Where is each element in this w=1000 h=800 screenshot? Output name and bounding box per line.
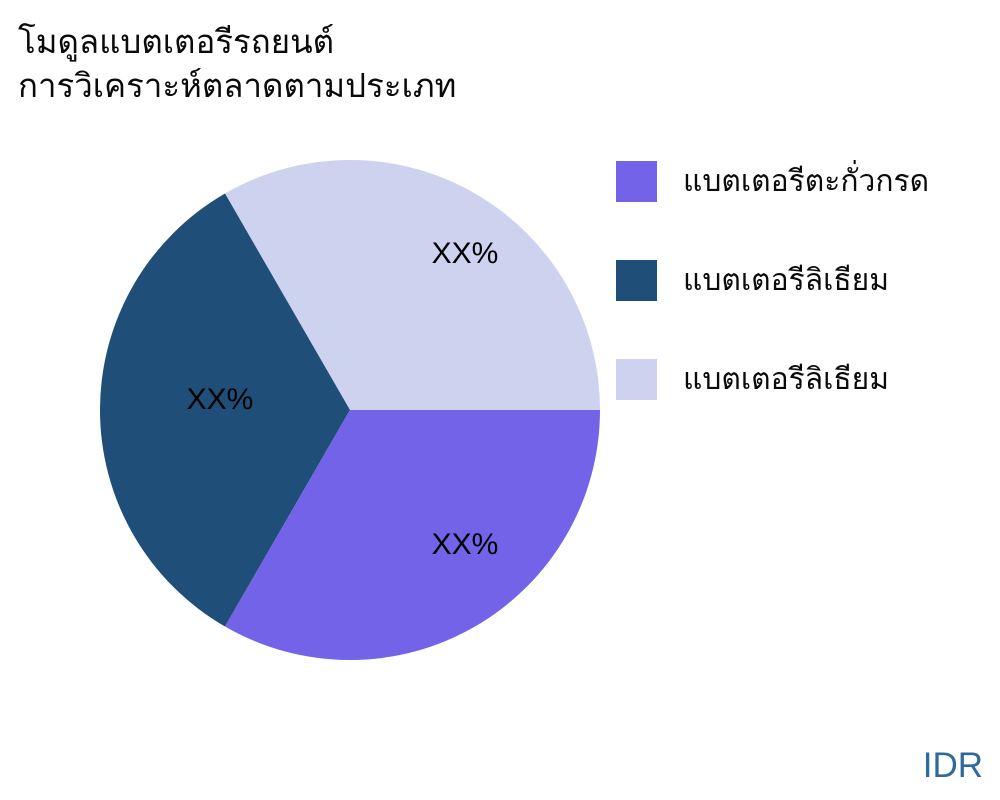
slice-value-label-bottom: XX% <box>432 528 499 561</box>
legend-item-lithium-dark: แบตเตอรีลิเธียม <box>616 260 929 301</box>
legend-item-lithium-light: แบตเตอรีลิเธียม <box>616 359 929 400</box>
legend: แบตเตอรีตะกั่วกรด แบตเตอรีลิเธียม แบตเตอ… <box>616 161 929 458</box>
legend-label-lithium-light: แบตเตอรีลิเธียม <box>683 363 890 396</box>
slice-value-label-left: XX% <box>187 383 254 416</box>
legend-label-lithium-dark: แบตเตอรีลิเธียม <box>683 264 890 297</box>
pie-svg: XX% XX% XX% <box>99 159 600 661</box>
pie-slice-lead-acid <box>225 410 600 661</box>
pie-slice-lithium-light <box>225 159 600 410</box>
slice-value-label-top: XX% <box>432 237 499 270</box>
legend-swatch-rect-lead-acid <box>616 161 657 202</box>
chart-title-line2: การวิเคราะห์ตลาดตามประเภท <box>18 67 457 104</box>
legend-item-lead-acid: แบตเตอรีตะกั่วกรด <box>616 161 929 202</box>
legend-swatch-lithium-light <box>616 359 657 400</box>
legend-swatch-lithium-dark <box>616 260 657 301</box>
legend-label-lead-acid: แบตเตอรีตะกั่วกรด <box>683 165 930 198</box>
chart-title: โมดูลแบตเตอรีรถยนต์ การวิเคราะห์ตลาดตามป… <box>18 20 456 108</box>
pie-slice-lithium-dark <box>99 193 350 627</box>
legend-swatch-lead-acid <box>616 161 657 202</box>
pie-chart: XX% XX% XX% <box>99 159 600 661</box>
currency-label: IDR <box>922 746 983 785</box>
legend-swatch-rect-lithium-dark <box>616 260 657 301</box>
chart-title-line1: โมดูลแบตเตอรีรถยนต์ <box>18 23 335 60</box>
legend-swatch-rect-lithium-light <box>616 359 657 400</box>
